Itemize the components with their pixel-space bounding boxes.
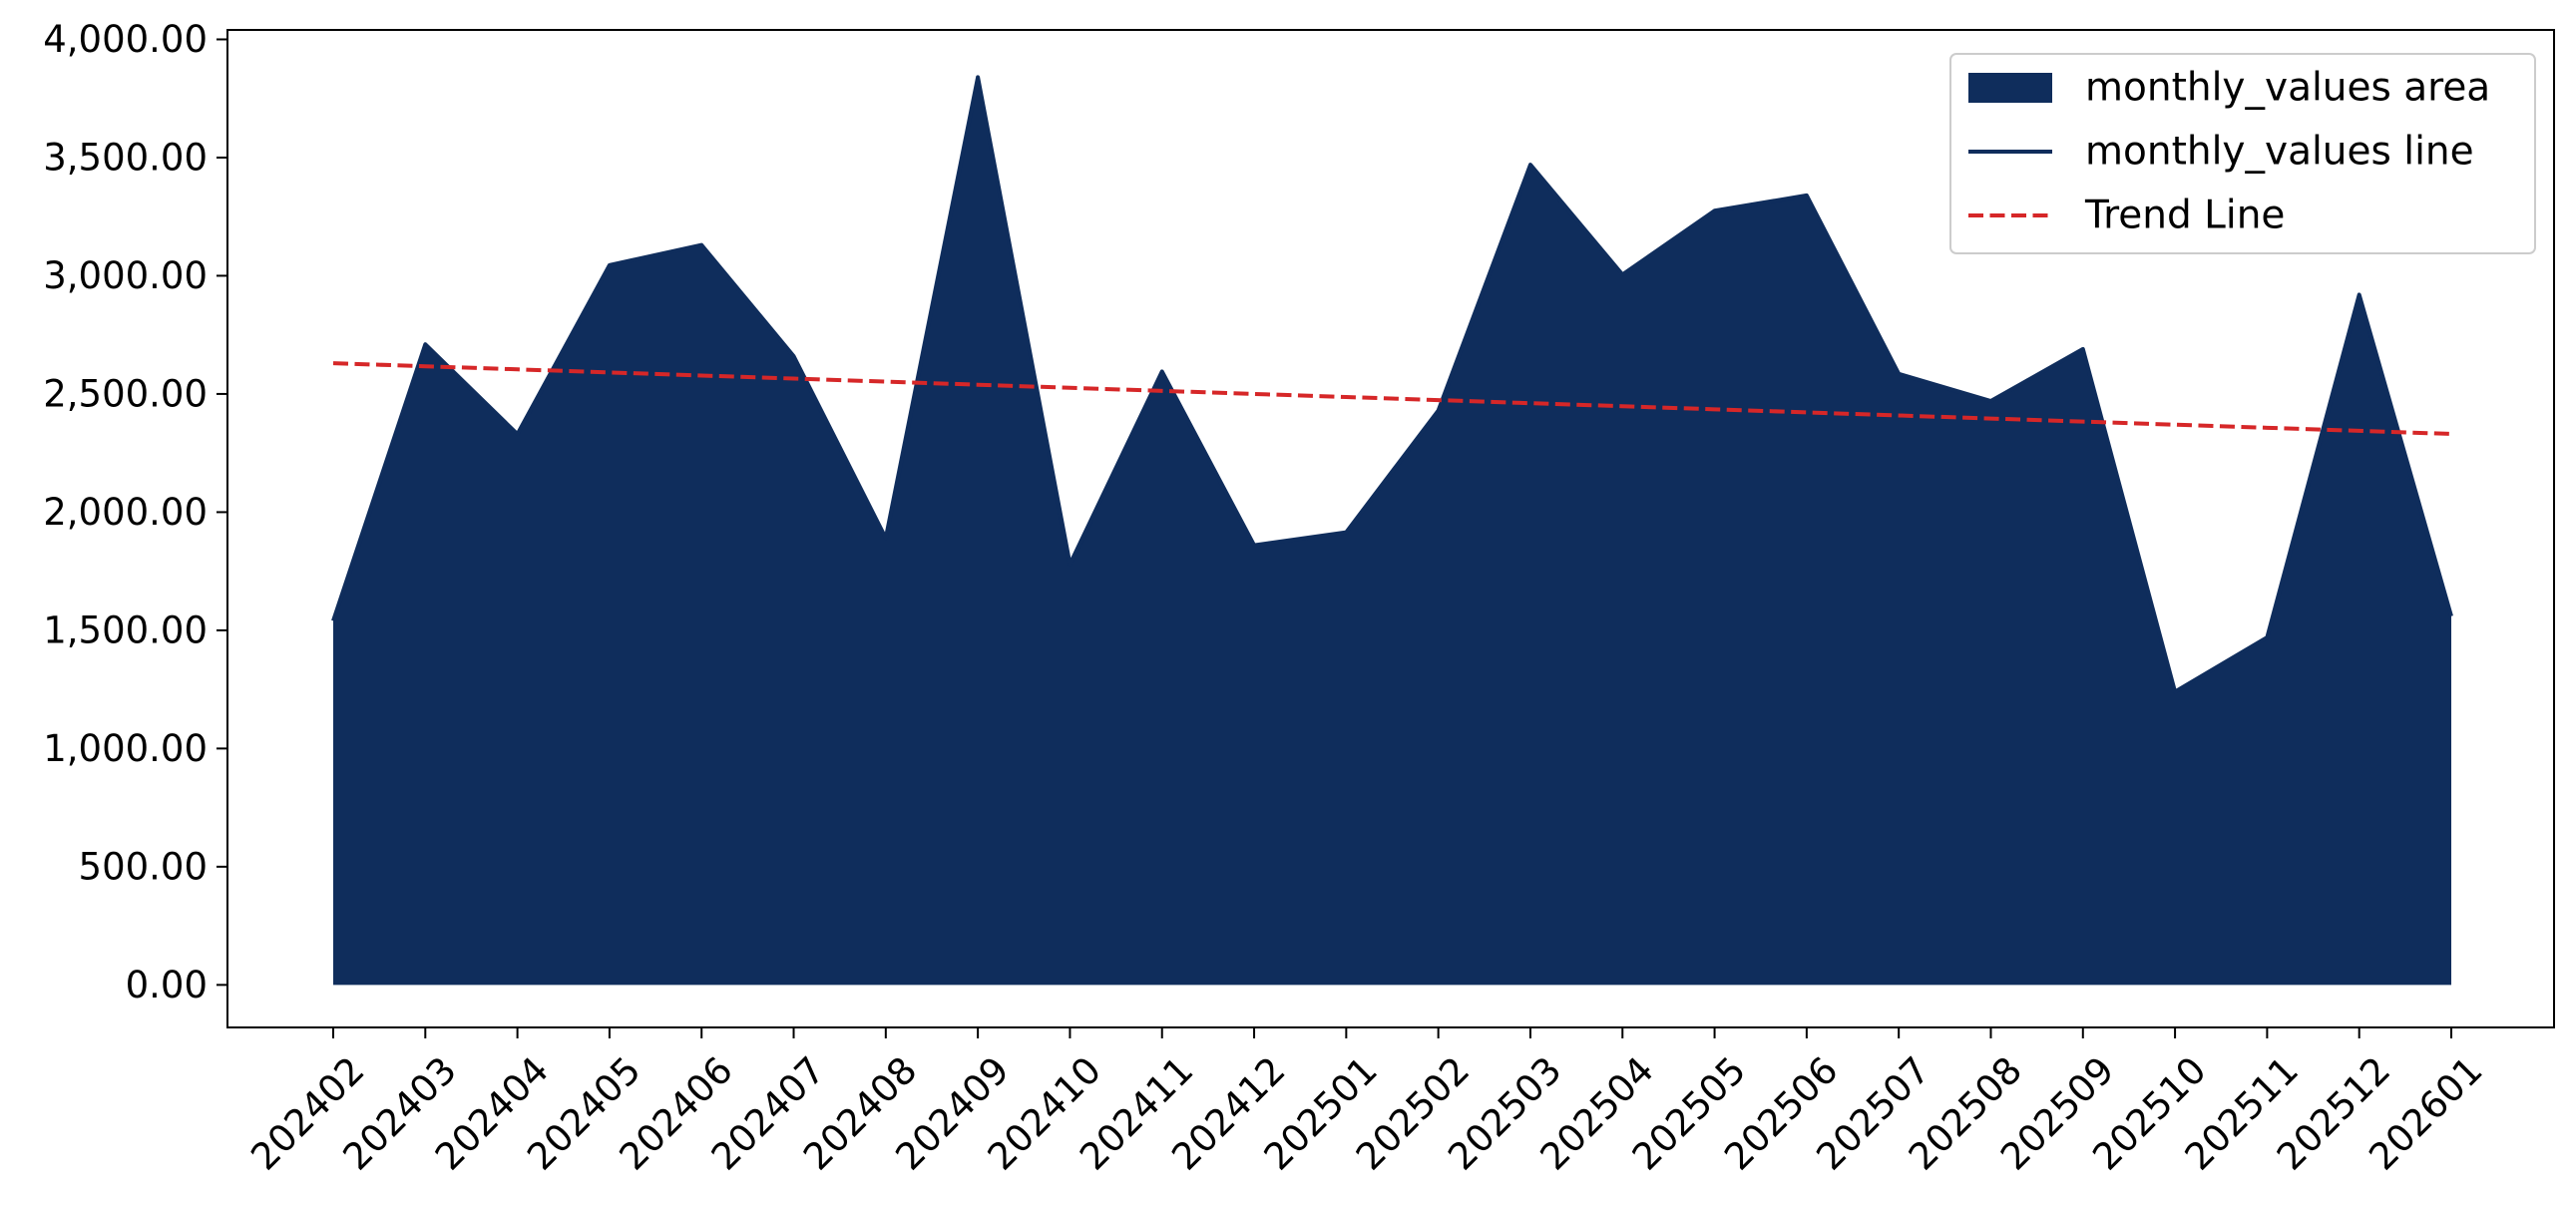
- y-tick-label: 3,500.00: [43, 136, 208, 179]
- series-line-monthly-values: [331, 75, 2453, 694]
- y-tick-label: 2,000.00: [43, 491, 208, 534]
- legend-label-2: Trend Line: [2084, 194, 2285, 238]
- y-tick-label: 2,500.00: [43, 372, 208, 415]
- area-layer: [333, 77, 2451, 986]
- legend-label-1: monthly_values line: [2085, 130, 2474, 175]
- y-tick-label: 0.00: [126, 964, 208, 1006]
- y-tick-label: 1,000.00: [43, 727, 208, 770]
- legend: monthly_values area monthly_values line Tr…: [1949, 53, 2536, 254]
- y-tick-label: 1,500.00: [43, 608, 208, 651]
- y-tick-label: 4,000.00: [43, 18, 208, 61]
- line-layer: [331, 75, 2453, 694]
- y-tick-label: 3,000.00: [43, 254, 208, 297]
- legend-swatch-area: [1968, 73, 2052, 103]
- trend-layer: [332, 361, 2452, 436]
- y-tick-label: 500.00: [79, 845, 208, 888]
- plot-frame: [226, 29, 2555, 1028]
- series-area-monthly-values: [333, 77, 2451, 986]
- legend-box: [1949, 53, 2536, 254]
- series-line-trend: [332, 361, 2452, 436]
- x-axis: 2024022024032024042024052024062024072024…: [242, 1027, 2491, 1178]
- legend-label-0: monthly_values area: [2085, 66, 2490, 111]
- y-axis: 0.00 500.00 1,000.00 1,500.00 2,000.00 2,500.…: [43, 18, 227, 1006]
